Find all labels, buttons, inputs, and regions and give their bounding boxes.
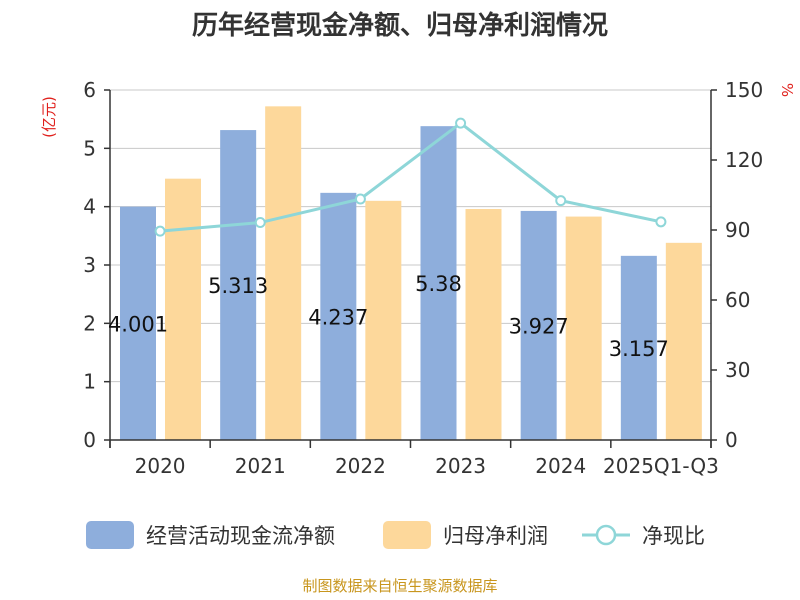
bar-net-profit: [465, 209, 502, 440]
data-labels: 4.001 5.313 4.237 5.38 3.927 3.157: [108, 272, 669, 361]
cashflow-data-label: 4.237: [308, 305, 368, 329]
legend-swatch-cashflow: [86, 521, 134, 549]
bar-cashflow: [120, 206, 156, 440]
legend-label-ratio: 净现比: [642, 524, 705, 548]
legend-label-cashflow: 经营活动现金流净额: [146, 524, 335, 548]
x-tick-label: 2024: [535, 454, 586, 478]
right-tick-label: 60: [725, 288, 750, 312]
cashflow-data-label: 3.157: [609, 337, 669, 361]
ratio-point: [154, 225, 166, 237]
legend: 经营活动现金流净额 归母净利润 净现比: [86, 521, 705, 549]
gridlines: [110, 89, 711, 383]
legend-swatch-net-profit: [383, 521, 431, 549]
source-note: 制图数据来自恒生聚源数据库: [302, 577, 497, 595]
ratio-point: [254, 217, 266, 229]
right-tick-label: 120: [725, 148, 763, 172]
x-tick-label: 2023: [435, 454, 486, 478]
ratio-line: [154, 117, 667, 237]
chart-title: 历年经营现金净额、归母净利润情况: [192, 10, 608, 41]
ratio-point: [455, 117, 467, 129]
right-tick-label: 0: [725, 428, 738, 452]
left-tick-label: 3: [83, 253, 96, 277]
cashflow-data-label: 5.38: [415, 272, 462, 296]
bar-cashflow: [420, 126, 457, 441]
bar-net-profit: [165, 178, 201, 440]
legend-swatch-ratio-marker: [595, 524, 617, 546]
bar-net-profit: [365, 200, 402, 440]
bar-net-profit: [665, 242, 702, 440]
cashflow-data-label: 4.001: [108, 312, 168, 336]
left-tick-label: 4: [83, 195, 96, 219]
x-tick-label: 2020: [135, 454, 186, 478]
left-tick-label: 0: [83, 428, 96, 452]
ratio-point: [354, 193, 366, 205]
left-tick-label: 6: [83, 78, 96, 102]
left-tick-label: 2: [83, 311, 96, 335]
x-tick-label: 2025Q1-Q3: [603, 454, 719, 478]
left-tick-label: 1: [83, 370, 96, 394]
right-tick-label: 30: [725, 358, 750, 382]
ratio-point: [655, 216, 667, 228]
bar-cashflow: [620, 255, 657, 440]
ratio-line-path: [159, 121, 662, 233]
right-tick-label: 150: [725, 78, 763, 102]
bar-cashflow: [320, 192, 357, 440]
right-tick-label: 90: [725, 218, 750, 242]
ratio-point: [555, 195, 567, 207]
bar-cashflow: [220, 130, 257, 440]
legend-label-net-profit: 归母净利润: [443, 524, 548, 548]
left-axis-unit: (亿元): [40, 96, 58, 138]
bar-cashflow: [520, 210, 557, 440]
bar-net-profit: [265, 106, 302, 440]
bars: [120, 106, 702, 441]
x-tick-label: 2021: [235, 454, 286, 478]
left-tick-label: 5: [83, 136, 96, 160]
x-tick-label: 2022: [335, 454, 386, 478]
cashflow-data-label: 5.313: [208, 274, 268, 298]
cashflow-data-label: 3.927: [509, 314, 569, 338]
right-axis-unit: %: [778, 83, 796, 97]
bar-net-profit: [565, 216, 602, 440]
